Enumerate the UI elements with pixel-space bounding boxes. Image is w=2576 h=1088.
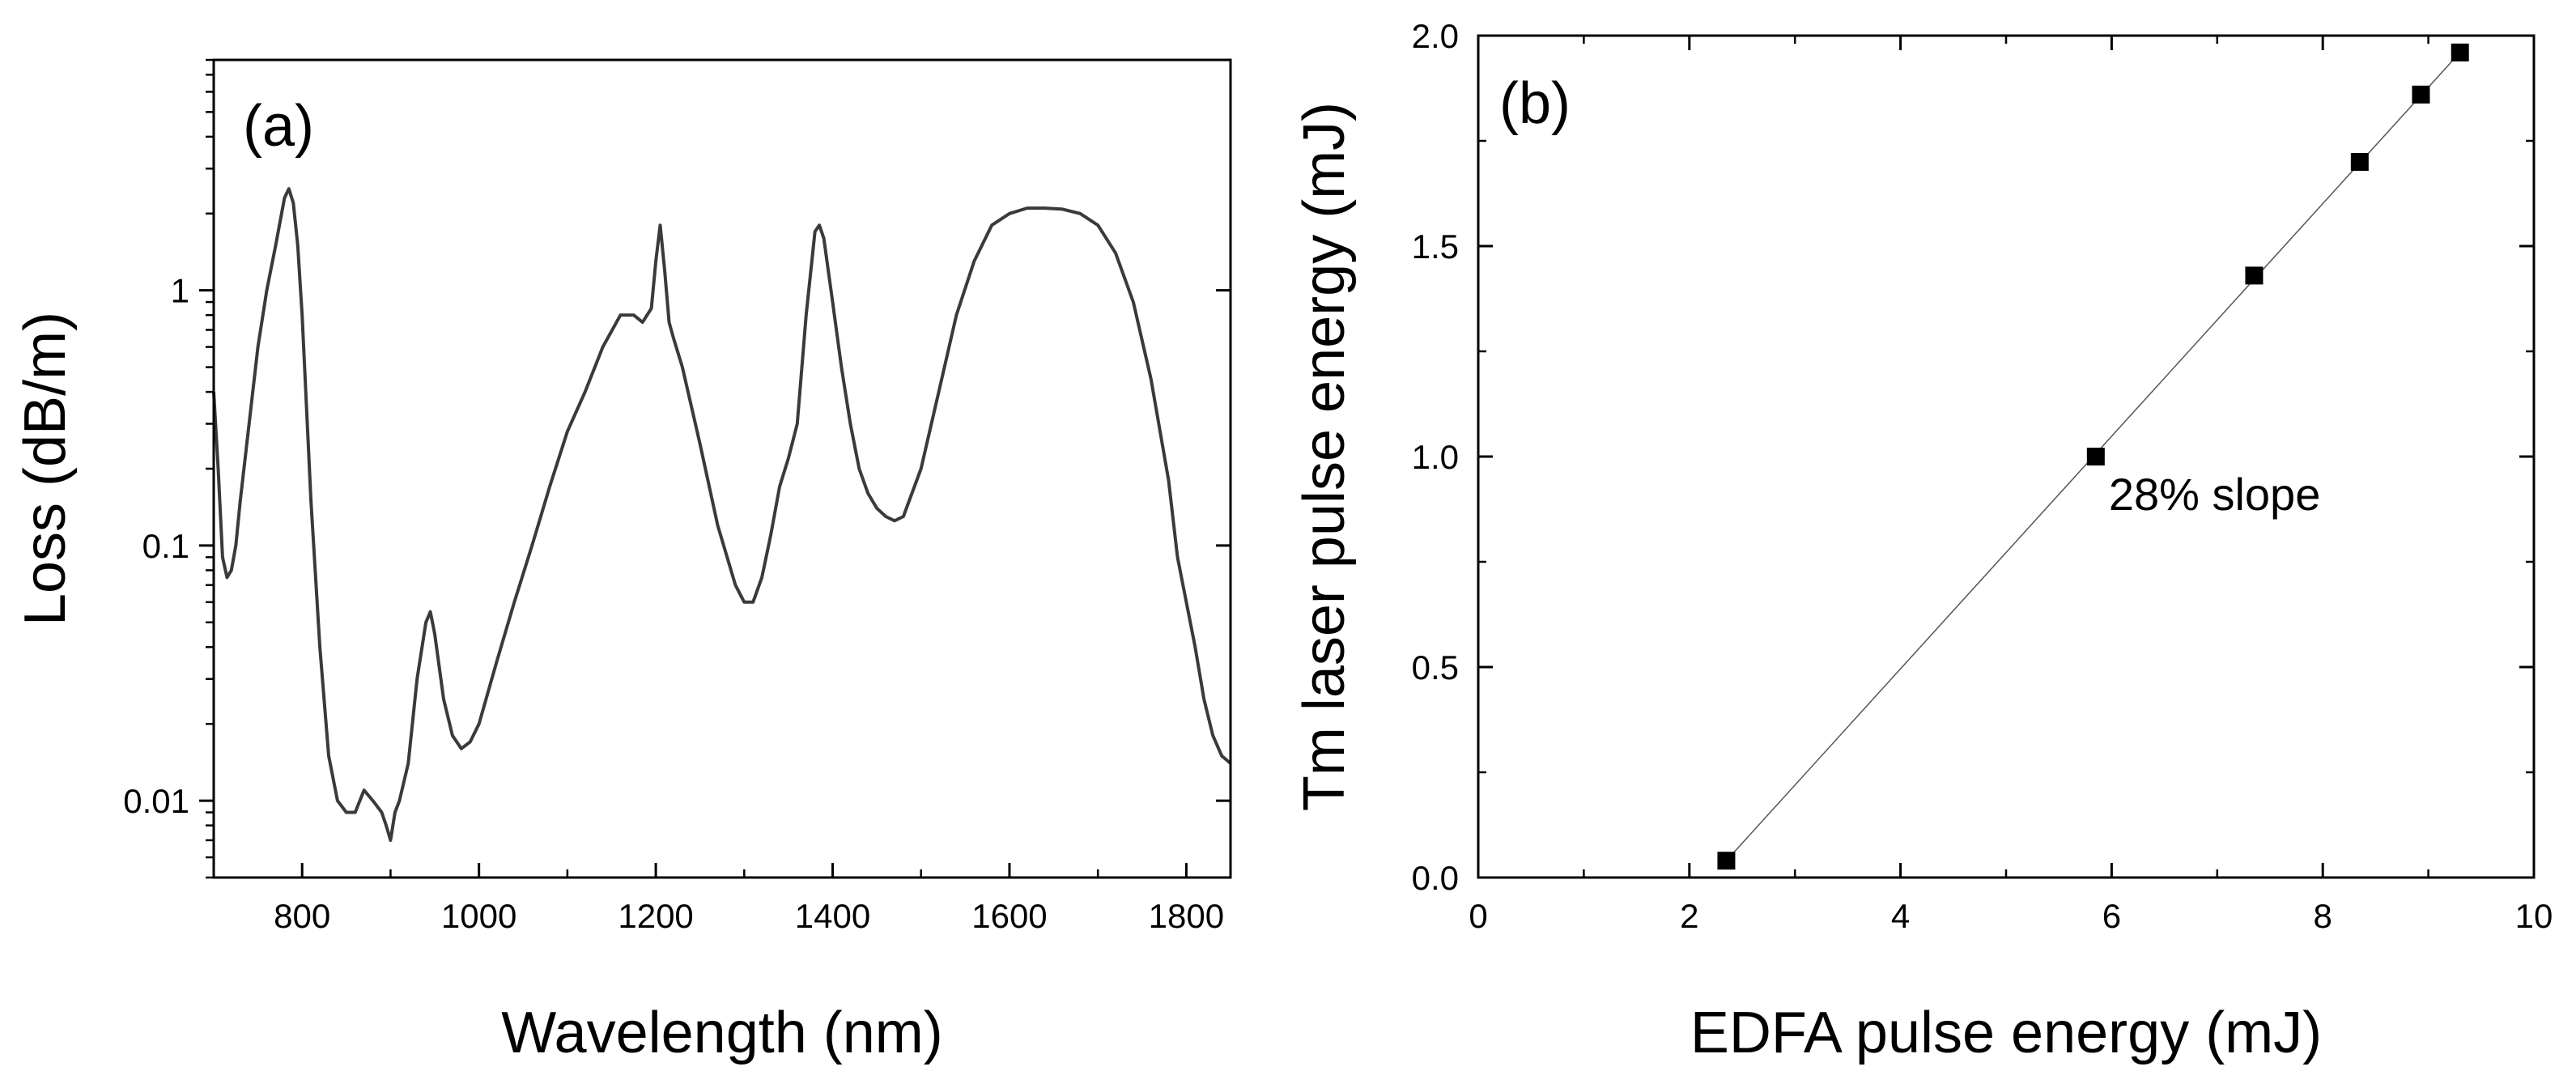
x-tick-label: 1800 [1149, 897, 1224, 935]
data-point [2412, 85, 2430, 104]
y-tick-label: 0.01 [123, 782, 189, 820]
panel-a-x-axis-title: Wavelength (nm) [501, 1001, 943, 1065]
panel-b-label: (b) [1499, 71, 1571, 136]
x-tick-label: 2 [1680, 897, 1698, 935]
panel-a-frame [212, 58, 1232, 879]
data-point [2451, 43, 2469, 62]
x-tick-label: 1200 [618, 897, 693, 935]
panel-b: 0 2 4 6 8 10 0.0 0.5 1.0 1.5 2.0 (b) 28% slope EDF… [1292, 17, 2553, 1065]
x-tick-label: 1400 [795, 897, 870, 935]
slope-annotation: 28% slope [2109, 469, 2321, 520]
x-tick-label: 0 [1469, 897, 1487, 935]
panel-b-ticks: 0 2 4 6 8 10 0.0 0.5 1.0 1.5 2.0 [1412, 17, 2553, 935]
panel-a-label: (a) [243, 94, 314, 159]
y-tick-label: 1 [171, 272, 189, 310]
y-tick-label: 1.0 [1412, 438, 1459, 476]
data-point [2245, 266, 2264, 285]
x-tick-label: 4 [1891, 897, 1910, 935]
data-point [1717, 852, 1736, 870]
loss-spectrum-line [212, 187, 1232, 842]
panel-b-x-axis-title: EDFA pulse energy (mJ) [1690, 1001, 2322, 1065]
y-tick-label: 0.0 [1412, 859, 1459, 897]
x-tick-label: 6 [2102, 897, 2121, 935]
y-tick-label: 1.5 [1412, 227, 1459, 266]
x-tick-label: 10 [2515, 897, 2553, 935]
panel-a-y-axis-title: Loss (dB/m) [13, 312, 78, 626]
panel-b-frame [1477, 34, 2536, 879]
panel-b-points [1717, 43, 2469, 870]
data-point [2086, 448, 2105, 465]
panel-a: 800 1000 1200 1400 1600 1800 0.01 0.1 1 (a) Wave… [13, 58, 1232, 1065]
data-point [2350, 153, 2369, 171]
panel-a-ticks: 800 1000 1200 1400 1600 1800 0.01 0.1 1 [123, 58, 1231, 935]
x-tick-label: 1000 [441, 897, 516, 935]
y-tick-label: 0.5 [1412, 648, 1459, 686]
y-tick-label: 0.1 [142, 527, 189, 565]
x-tick-label: 800 [274, 897, 330, 935]
panel-b-y-axis-title: Tm laser pulse energy (mJ) [1292, 102, 1357, 811]
x-tick-label: 8 [2314, 897, 2332, 935]
y-tick-label: 2.0 [1412, 17, 1459, 55]
x-tick-label: 1600 [971, 897, 1047, 935]
